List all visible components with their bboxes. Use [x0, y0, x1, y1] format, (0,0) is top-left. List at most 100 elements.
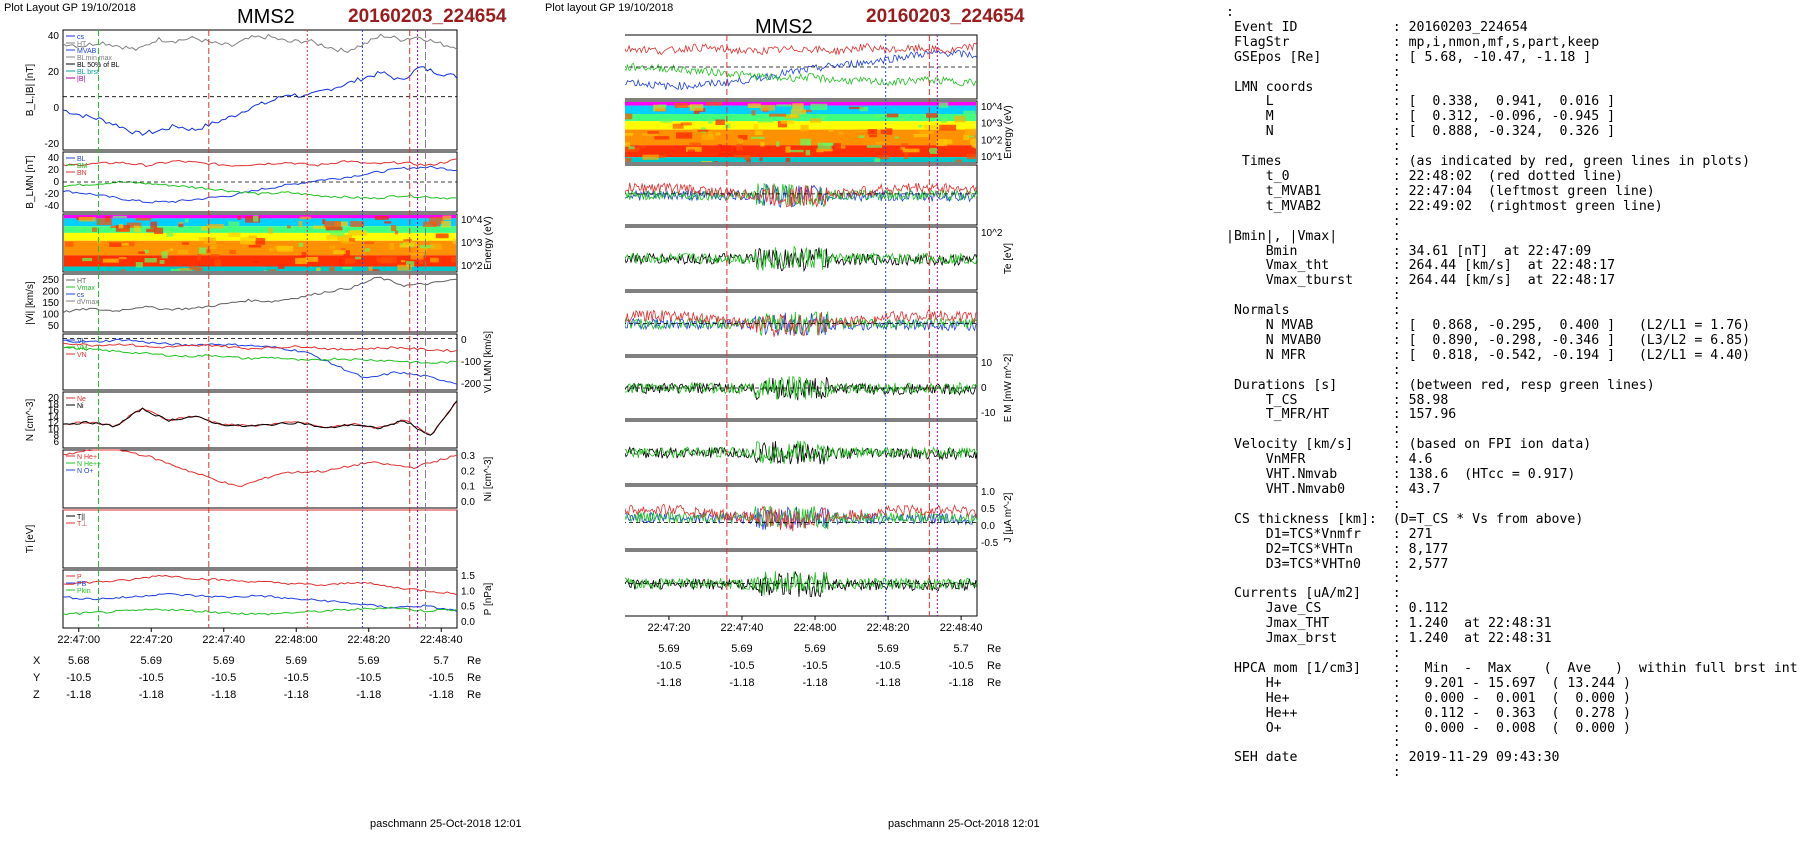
coord-value: 5.69: [213, 655, 234, 667]
summary-line: Vmax_tht : 264.44 [km/s] at 22:48:17: [1226, 258, 1616, 274]
y-tick-label: 0.5: [981, 504, 995, 515]
coord-value: -1.18: [802, 677, 827, 689]
spectrogram-cell: [118, 257, 127, 260]
summary-line: N : [ 0.888, -0.324, 0.326 ]: [1226, 124, 1616, 140]
event-title: 20160203_224654: [866, 6, 1025, 27]
spectrogram-cell: [672, 123, 684, 129]
coord-value: -10.5: [876, 660, 901, 672]
y-tick-label: 10^3: [981, 119, 1003, 130]
energy-spectrogram: [64, 215, 456, 271]
y-axis-label: Ti [eV]: [25, 525, 36, 554]
legend-label: T⊥: [77, 521, 87, 528]
spectrogram-cell: [875, 141, 887, 145]
spectrogram-cell: [792, 103, 804, 111]
spectrogram-cell: [178, 221, 184, 225]
summary-line: Durations [s] : (between red, resp green…: [1226, 377, 1655, 393]
series-line: [625, 441, 978, 465]
spectrogram-cell: [118, 224, 124, 229]
series-line: [62, 606, 458, 616]
spectrogram-cell: [869, 134, 878, 138]
y-tick-label: 40: [48, 31, 60, 42]
spectrogram-cell: [384, 221, 392, 224]
spectrogram-cell: [789, 114, 798, 118]
spectrogram-cell: [342, 266, 353, 270]
summary-line: Event ID : 20160203_224654: [1226, 19, 1528, 35]
spectrogram-cell: [374, 215, 389, 220]
spectrogram-cell: [210, 253, 220, 258]
spectrogram-cell: [339, 258, 345, 266]
summary-line: H+ : 9.201 - 15.697 ( 13.244 ): [1226, 675, 1631, 691]
series-line: [62, 449, 458, 487]
series-line: [62, 346, 458, 364]
spectrogram-cell: [203, 237, 216, 244]
spectrogram-band: [64, 226, 456, 233]
summary-line: O+ : 0.000 - 0.008 ( 0.000 ): [1226, 720, 1631, 736]
summary-line: SEH date : 2019-11-29 09:43:30: [1226, 750, 1560, 766]
spectrogram-cell: [751, 110, 756, 116]
spectrogram-cell: [76, 227, 93, 230]
spectrogram-cell: [880, 129, 886, 134]
x-tick-label: 22:48:00: [275, 634, 318, 646]
panel-traces: [62, 338, 458, 385]
y-tick-label: 12: [48, 418, 60, 429]
summary-line: :: [1226, 496, 1401, 512]
spectrogram-cell: [800, 138, 811, 146]
y-tick-label: 6: [53, 437, 59, 448]
spectrogram-cell: [154, 227, 164, 235]
spectrogram-cell: [248, 235, 258, 239]
summary-line: T_CS : 58.98: [1226, 392, 1449, 408]
y-tick-label: 0.0: [981, 521, 995, 532]
spectrogram-band: [625, 157, 976, 162]
spectrogram-cell: [718, 152, 731, 157]
x-tick-label: 22:48:40: [420, 634, 463, 646]
y-axis-label: Ni [cm^-3]: [483, 456, 494, 501]
spectrogram-cell: [776, 104, 792, 107]
legend-label: P: [77, 574, 82, 581]
coord-value: -1.18: [356, 689, 381, 701]
legend-label: cs: [77, 34, 85, 41]
panel-traces: [625, 181, 978, 209]
series-line: [62, 400, 458, 436]
series-line: [62, 165, 458, 204]
spectrogram-cell: [838, 131, 844, 135]
y-tick-label: 18: [48, 399, 60, 410]
spectrogram-cell: [790, 109, 807, 115]
series-line: [625, 309, 978, 337]
coord-value: -1.18: [429, 689, 454, 701]
spectrogram-cell: [429, 216, 444, 224]
spectrogram-cell: [135, 217, 151, 221]
summary-line: Jmax_THT : 1.240 at 22:48:31: [1226, 616, 1552, 632]
spectrogram-cell: [197, 253, 201, 261]
summary-line: :: [1226, 362, 1401, 378]
panel-traces: [625, 309, 978, 337]
spectrogram-cell: [628, 146, 635, 150]
left-plot-sheet: Plot Layout GP 19/10/2018 MMS2 20160203_…: [0, 0, 620, 841]
spectrogram-cell: [240, 237, 255, 245]
summary-line: M : [ 0.312, -0.096, -0.945 ]: [1226, 109, 1616, 125]
legend-label: |B|: [77, 76, 85, 83]
coord-unit: Re: [987, 660, 1001, 672]
spectrogram-cell: [394, 230, 399, 235]
middle-plot-sheet: Plot layout GP 19/10/2018 MMS2 20160203_…: [545, 0, 1215, 841]
spectrogram-cell: [929, 147, 938, 154]
y-tick-label: -100: [461, 357, 481, 368]
coord-value: -10.5: [139, 672, 164, 684]
spectrogram-cell: [170, 268, 180, 271]
spectrogram-cell: [904, 152, 909, 160]
spectrogram-cell: [901, 143, 909, 147]
spectrogram-cell: [685, 146, 702, 152]
spectrogram-cell: [430, 257, 439, 263]
panel-traces: [62, 33, 458, 136]
legend-label: VL: [77, 338, 86, 345]
spectrogram-cell: [971, 144, 976, 148]
y-axis-label: Vi LMN [km/s]: [483, 331, 494, 393]
spectrogram-cell: [760, 142, 765, 147]
y-tick-label: 250: [42, 275, 59, 286]
coord-value: -10.5: [802, 660, 827, 672]
spectrogram-cell: [405, 238, 410, 245]
summary-line: D1=TCS*Vnmfr : 271: [1226, 526, 1433, 542]
spectrogram-cell: [757, 118, 774, 123]
y-axis-label: P [nPa]: [483, 582, 494, 615]
spectrogram-band: [625, 121, 976, 130]
y-tick-label: 10^4: [981, 102, 1003, 113]
